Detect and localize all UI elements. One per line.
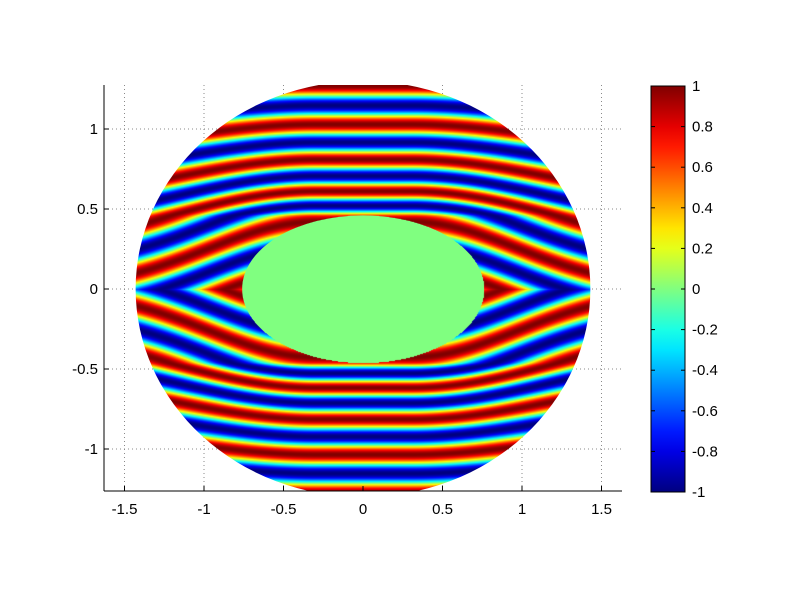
x-tick-label: 0	[359, 501, 367, 518]
x-tick-label: 0.5	[432, 501, 453, 518]
colorbar-tick-label: -0.2	[692, 322, 718, 339]
colorbar-tick-label: -0.4	[692, 362, 718, 379]
colorbar-tick-label: 0.8	[692, 119, 713, 136]
y-tick-label: 1	[90, 121, 98, 138]
colorbar-tick-label: -1	[692, 484, 705, 501]
colorbar-tick-label: -0.6	[692, 403, 718, 420]
plot-area: -1.5 -1 -0.5 0 0.5 1 1.5 -1 -0.5 0 0.5 1	[72, 85, 622, 518]
y-tick-label: 0.5	[77, 201, 98, 218]
colorbar-tick-label: 0	[692, 281, 700, 298]
x-tick-label: -1.5	[112, 501, 138, 518]
x-tick-label: -1	[197, 501, 210, 518]
colorbar-gradient	[650, 85, 686, 493]
x-tick-label: -0.5	[271, 501, 297, 518]
y-tick-label: -1	[85, 441, 98, 458]
obstacle-region	[242, 215, 484, 363]
colorbar-ticks: 1 0.8 0.6 0.4 0.2 0 -0.2 -0.4 -0.6 -0.8 -1	[651, 78, 718, 501]
colorbar-tick-label: 0.2	[692, 240, 713, 257]
y-tick-label: -0.5	[72, 361, 98, 378]
y-tick-label: 0	[90, 281, 98, 298]
colorbar-tick-label: -0.8	[692, 443, 718, 460]
colorbar-tick-label: 0.6	[692, 159, 713, 176]
y-axis-ticks: -1 -0.5 0 0.5 1	[72, 121, 109, 458]
x-tick-label: 1.5	[591, 501, 612, 518]
colorbar-tick-label: 1	[692, 78, 700, 95]
x-axis-ticks: -1.5 -1 -0.5 0 0.5 1 1.5	[112, 486, 612, 518]
colorbar: 1 0.8 0.6 0.4 0.2 0 -0.2 -0.4 -0.6 -0.8 -1	[650, 78, 718, 501]
x-tick-label: 1	[518, 501, 526, 518]
colorbar-tick-label: 0.4	[692, 200, 713, 217]
